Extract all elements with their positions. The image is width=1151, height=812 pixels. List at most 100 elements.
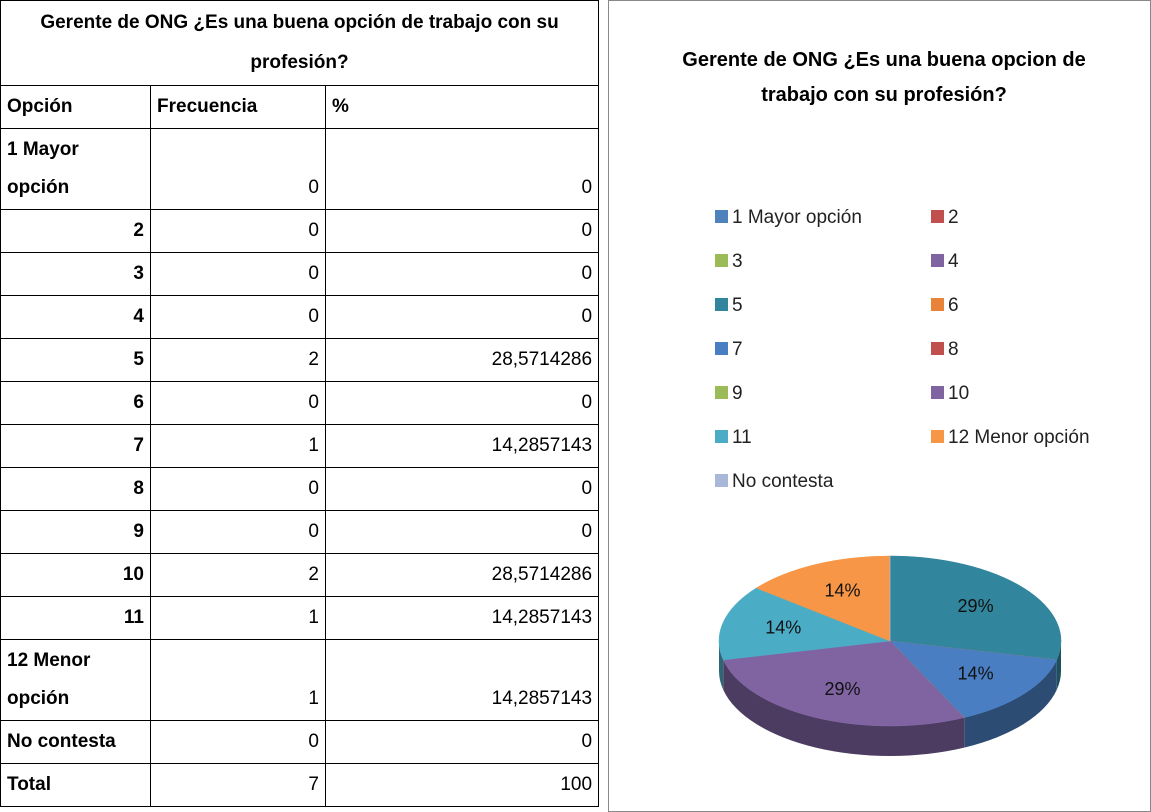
legend-label: 11 [732,427,752,448]
option-cell: 6 [0,381,151,425]
percent-cell: 14,2857143 [324,596,600,640]
percent-cell: 0 [324,467,600,511]
percent-cell: 14,2857143 [324,639,600,721]
frequency-cell: 0 [150,252,326,296]
frequency-cell: 1 [150,596,326,640]
table-row: 12 Menor opción 1 14,2857143 [0,639,600,721]
legend-swatch [715,386,728,399]
legend-label: 4 [948,251,959,272]
legend-swatch [931,298,944,311]
percent-cell: 0 [324,510,600,554]
legend-swatch [931,386,944,399]
frequency-cell: 2 [150,553,326,597]
legend-swatch [715,342,728,355]
legend-entry: 2 [931,207,959,229]
frequency-cell: 7 [150,763,326,807]
legend-entry: No contesta [715,471,833,493]
slice-side [964,659,1057,748]
table-row: 1 Mayor opción 0 0 [0,128,600,210]
chart-title: Gerente de ONG ¿Es una buena opcion de t… [682,49,1086,106]
legend-label: 2 [948,207,959,228]
header-cell: Opción [0,85,151,129]
slice-label: 29% [825,679,861,699]
legend-label: 12 Menor opción [948,427,1090,448]
option-cell: 8 [0,467,151,511]
option-cell: 5 [0,338,151,382]
legend-label: 1 Mayor opción [732,207,862,228]
legend-swatch [715,210,728,223]
slice [718,587,891,661]
percent-cell: 100 [324,763,600,807]
option-cell: Total [0,763,151,807]
slice-side [1056,641,1061,690]
slice-label: 14% [825,581,861,601]
frequency-cell: 0 [150,209,326,253]
table-title: Gerente de ONG ¿Es una buena opción de t… [0,0,600,86]
legend-entry: 8 [931,339,959,361]
legend-swatch [715,298,728,311]
header-row: Opción Frecuencia% [0,85,600,129]
percent-cell: 0 [324,252,600,296]
frequency-cell: 0 [150,510,326,554]
legend-entry: 10 [931,383,969,405]
legend-label: 6 [948,295,959,316]
legend-swatch [715,474,728,487]
percent-cell: 28,5714286 [324,553,600,597]
option-cell: 11 [0,596,151,640]
slice [889,555,1062,661]
chart: Gerente de ONG ¿Es una buena opcion de t… [608,0,1151,812]
slice [889,640,1058,718]
header-cell: Frecuencia [150,85,326,129]
legend-entry: 9 [715,383,743,405]
table-row: 7 1 14,2857143 [0,424,600,468]
legend-entry: 6 [931,295,959,317]
legend-label: 10 [948,383,970,404]
slice-side [719,641,724,690]
option-cell: 12 Menor opción [0,639,151,721]
percent-cell: 0 [324,209,600,253]
option-cell: 10 [0,553,151,597]
slice [755,555,891,642]
legend-swatch [715,254,728,267]
frequency-cell: 0 [150,381,326,425]
slice-label: 14% [765,618,801,638]
table-row: 10 2 28,5714286 [0,553,600,597]
legend-swatch [931,210,944,223]
table-row: 11 1 14,2857143 [0,596,600,640]
option-cell: 9 [0,510,151,554]
legend-entry: 12 Menor opción [931,427,1090,449]
frequency-cell: 1 [150,639,326,721]
legend-entry: 1 Mayor opción [715,207,862,229]
percent-cell: 0 [324,381,600,425]
legend-entry: 3 [715,251,743,273]
legend-label: 5 [732,295,743,316]
option-cell: 7 [0,424,151,468]
percent-cell: 28,5714286 [324,338,600,382]
percent-cell: 0 [324,720,600,764]
legend-swatch [715,430,728,443]
option-cell: 2 [0,209,151,253]
legend-entry: 7 [715,339,743,361]
frequency-cell: 0 [150,467,326,511]
slice-label: 14% [958,664,994,684]
legend-label: 3 [732,251,743,272]
legend-swatch [931,254,944,267]
title-row: Gerente de ONG ¿Es una buena opción de t… [0,0,600,86]
percent-cell: 0 [324,128,600,210]
legend-label: 7 [732,339,743,360]
table-row: 5 2 28,5714286 [0,338,600,382]
slice-side [723,659,965,756]
header-cell: % [324,85,600,129]
frequency-cell: 1 [150,424,326,468]
data-table: Gerente de ONG ¿Es una buena opción de t… [0,0,600,807]
table-row: Total 7 100 [0,763,600,807]
legend-entry: 4 [931,251,959,273]
table-row: No contesta 0 0 [0,720,600,764]
